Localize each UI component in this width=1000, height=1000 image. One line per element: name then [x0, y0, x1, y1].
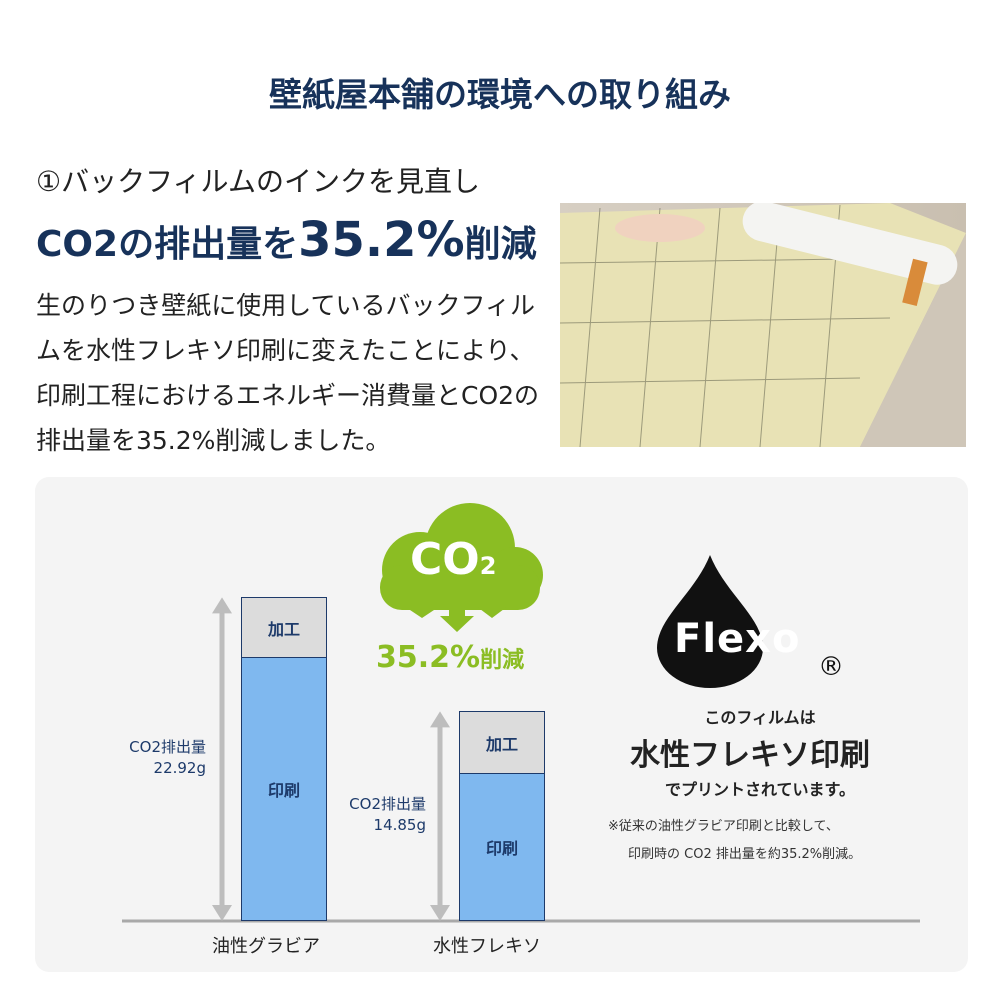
reduction-badge: 35.2%削減: [376, 640, 524, 675]
total-label-text: CO2排出量: [349, 795, 426, 813]
flexo-note2: 印刷時の CO2 排出量を約35.2%削減。: [628, 847, 862, 862]
cloud-icon: [380, 503, 543, 632]
flexo-line1: このフィルムは: [704, 708, 816, 727]
flexo-line3: でプリントされています。: [665, 780, 855, 799]
reduction-value: 35.2%: [376, 640, 481, 675]
stacked-bar: 加工 印刷: [241, 597, 327, 921]
flexo-note1: ※従来の油性グラビア印刷と比較して、: [608, 819, 839, 834]
co2-subscript: 2: [479, 552, 497, 580]
headline-pre: CO2の排出量を: [36, 224, 299, 265]
stacked-bar: 加工 印刷: [459, 711, 545, 921]
bar-segment-printing: 印刷: [242, 657, 326, 920]
category-label-gravure: 油性グラビア: [212, 936, 320, 957]
bar-segment-processing: 加工: [242, 598, 326, 658]
height-arrow: [430, 711, 450, 921]
category-label-flexo: 水性フレキソ: [433, 936, 541, 957]
bar-segment-printing: 印刷: [460, 773, 544, 920]
film-roll-illustration: [560, 203, 966, 447]
total-value: 22.92g: [153, 759, 206, 777]
product-photo: [560, 203, 966, 447]
co2-label: CO2: [410, 534, 496, 585]
flexo-logo-text: Flexo: [674, 616, 801, 662]
section-subtitle: ①バックフィルムのインクを見直し: [36, 165, 480, 198]
reduction-suffix: 削減: [480, 648, 525, 673]
co2-text: CO: [410, 534, 480, 585]
total-value: 14.85g: [373, 816, 426, 834]
body-text: 生のりつき壁紙に使用しているバックフィルムを水性フレキソ印刷に変えたことにより、…: [36, 291, 540, 455]
total-label-gravure: CO2排出量 22.92g: [100, 737, 206, 779]
bar-segment-processing: 加工: [460, 712, 544, 774]
flexo-drop-logo: [657, 555, 763, 688]
flexo-line2: 水性フレキソ印刷: [630, 738, 870, 773]
page-title: 壁紙屋本舗の環境への取り組み: [269, 75, 731, 114]
registered-mark: ®: [818, 652, 844, 682]
height-arrow: [212, 597, 232, 921]
headline: CO2の排出量を35.2%削減: [36, 212, 537, 268]
headline-number: 35.2%: [298, 212, 465, 268]
headline-post: 削減: [464, 224, 537, 265]
total-label-text: CO2排出量: [129, 738, 206, 756]
total-label-flexo: CO2排出量 14.85g: [318, 794, 426, 836]
